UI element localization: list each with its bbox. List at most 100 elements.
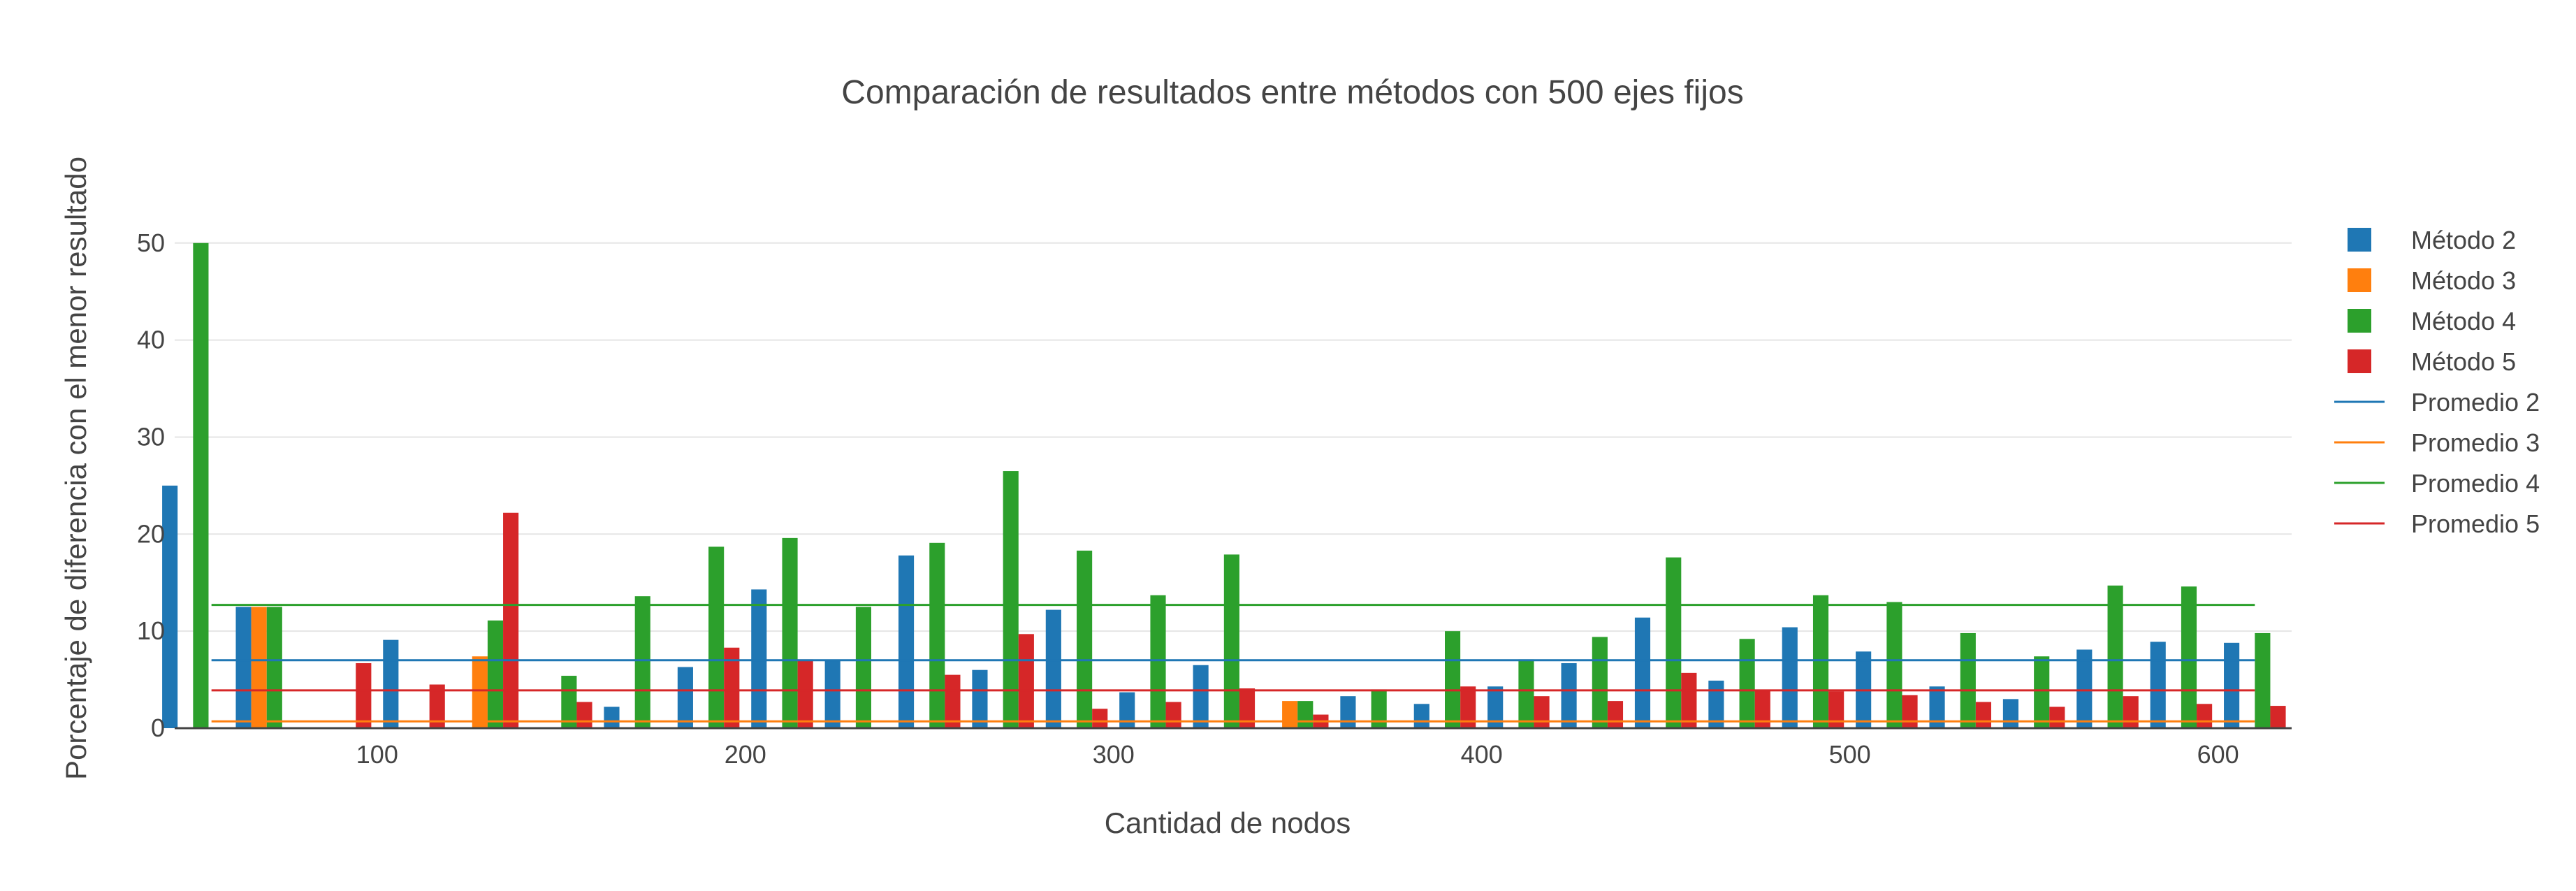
bar-m-todo-5 bbox=[356, 662, 372, 728]
bar-m-todo-2 bbox=[1193, 665, 1209, 728]
bar-m-todo-2 bbox=[1561, 662, 1577, 728]
bar-m-todo-4 bbox=[2107, 585, 2123, 728]
legend-label[interactable]: Promedio 3 bbox=[2411, 428, 2540, 457]
bar-m-todo-5 bbox=[797, 659, 813, 728]
bar-m-todo-3 bbox=[1282, 701, 1298, 728]
bar-m-todo-2 bbox=[898, 555, 915, 728]
y-tick-label: 10 bbox=[137, 616, 165, 645]
bar-m-todo-4 bbox=[1003, 471, 1019, 728]
legend-swatch[interactable] bbox=[2348, 349, 2371, 373]
legend-swatch[interactable] bbox=[2348, 268, 2371, 292]
bar-m-todo-4 bbox=[782, 537, 798, 728]
bar-m-todo-4 bbox=[1960, 632, 1976, 728]
x-tick-label: 100 bbox=[356, 740, 398, 769]
bar-m-todo-4 bbox=[2255, 632, 2271, 728]
legend-swatch[interactable] bbox=[2348, 228, 2371, 252]
bar-m-todo-2 bbox=[1413, 704, 1429, 728]
bar-m-todo-4 bbox=[1812, 595, 1829, 728]
bar-m-todo-2 bbox=[1045, 609, 1061, 728]
bar-m-todo-5 bbox=[2049, 707, 2065, 728]
bar-m-todo-5 bbox=[429, 684, 445, 728]
bar-m-todo-2 bbox=[751, 589, 767, 728]
legend-label[interactable]: Promedio 4 bbox=[2411, 469, 2540, 498]
legend-swatch[interactable] bbox=[2348, 309, 2371, 333]
bar-m-todo-4 bbox=[929, 542, 945, 728]
bar-m-todo-4 bbox=[266, 607, 282, 728]
bar-m-todo-2 bbox=[1340, 696, 1356, 728]
bar-m-todo-4 bbox=[855, 607, 872, 728]
bar-m-todo-5 bbox=[1681, 672, 1697, 728]
bar-m-todo-5 bbox=[1092, 709, 1108, 728]
bar-m-todo-2 bbox=[677, 667, 693, 728]
bar-m-todo-5 bbox=[2123, 696, 2139, 728]
bar-m-todo-2 bbox=[604, 707, 620, 728]
average-lines bbox=[211, 604, 2255, 723]
bar-m-todo-3 bbox=[472, 656, 488, 728]
legend-label[interactable]: Promedio 2 bbox=[2411, 388, 2540, 416]
bar-m-todo-3 bbox=[251, 607, 267, 728]
bar-m-todo-4 bbox=[1886, 602, 1902, 728]
bar-m-todo-5 bbox=[1460, 686, 1476, 728]
bar-m-todo-2 bbox=[1708, 680, 1724, 728]
y-tick-label: 40 bbox=[137, 326, 165, 354]
bar-m-todo-5 bbox=[2270, 706, 2286, 728]
bar-m-todo-5 bbox=[1607, 701, 1624, 728]
bar-m-todo-2 bbox=[2224, 642, 2240, 728]
axes: 0 10 20 30 40 50 100 200 300 400 500 600 bbox=[137, 229, 2292, 769]
bar-m-todo-2 bbox=[1119, 692, 1135, 728]
legend-label[interactable]: Promedio 5 bbox=[2411, 509, 2540, 538]
bar-m-todo-5 bbox=[503, 512, 519, 728]
bar-m-todo-2 bbox=[824, 660, 841, 728]
bar-m-todo-4 bbox=[193, 242, 209, 728]
x-tick-label: 400 bbox=[1461, 740, 1503, 769]
bar-m-todo-4 bbox=[487, 620, 504, 728]
legend-label[interactable]: Método 3 bbox=[2411, 266, 2516, 295]
x-axis-title: Cantidad de nodos bbox=[1105, 806, 1351, 839]
bar-m-todo-2 bbox=[2002, 699, 2018, 728]
legend-label[interactable]: Método 4 bbox=[2411, 307, 2516, 335]
bar-m-todo-5 bbox=[945, 674, 961, 728]
x-tick-label: 200 bbox=[725, 740, 766, 769]
legend-label[interactable]: Método 2 bbox=[2411, 226, 2516, 254]
bar-m-todo-5 bbox=[1754, 690, 1770, 728]
bar-m-todo-2 bbox=[972, 669, 988, 728]
chart-title: Comparación de resultados entre métodos … bbox=[841, 74, 1743, 111]
bar-m-todo-5 bbox=[1828, 691, 1844, 728]
bar-m-todo-2 bbox=[162, 485, 178, 728]
bar-m-todo-4 bbox=[1518, 659, 1534, 728]
bar-m-todo-5 bbox=[724, 647, 740, 728]
bar-m-todo-5 bbox=[1902, 695, 1918, 728]
bar-m-todo-4 bbox=[1371, 689, 1387, 728]
bar-m-todo-4 bbox=[1666, 557, 1682, 728]
bar-m-todo-2 bbox=[235, 607, 252, 728]
bar-m-todo-2 bbox=[1929, 686, 1945, 728]
legend-label[interactable]: Método 5 bbox=[2411, 347, 2516, 376]
y-tick-label: 30 bbox=[137, 422, 165, 451]
bar-m-todo-5 bbox=[1975, 702, 1992, 728]
bar-m-todo-2 bbox=[1634, 617, 1651, 728]
bar-m-todo-5 bbox=[1534, 696, 1550, 728]
bar-m-todo-2 bbox=[2076, 649, 2093, 728]
bar-m-todo-4 bbox=[708, 546, 725, 728]
bar-m-todo-4 bbox=[634, 596, 650, 728]
bar-m-todo-4 bbox=[1739, 639, 1755, 728]
bar-m-todo-4 bbox=[1223, 554, 1239, 728]
bar-m-todo-5 bbox=[1239, 688, 1256, 728]
y-axis-title: Porcentaje de diferencia con el menor re… bbox=[59, 157, 92, 780]
bar-m-todo-4 bbox=[1077, 550, 1093, 728]
legend: Método 2 Método 3 Método 4 Método 5 Promedio… bbox=[2334, 226, 2540, 538]
bar-m-todo-4 bbox=[1150, 595, 1166, 728]
bar-m-todo-2 bbox=[1487, 686, 1504, 728]
bar-m-todo-5 bbox=[1165, 702, 1181, 728]
y-tick-label: 0 bbox=[151, 713, 165, 742]
x-tick-label: 300 bbox=[1093, 740, 1135, 769]
bar-m-todo-4 bbox=[1297, 701, 1314, 728]
bar-m-todo-5 bbox=[1018, 634, 1034, 728]
y-tick-label: 20 bbox=[137, 519, 165, 548]
bar-m-todo-2 bbox=[1782, 627, 1798, 728]
bar-m-todo-4 bbox=[561, 676, 577, 728]
x-tick-label: 600 bbox=[2197, 740, 2239, 769]
bar-m-todo-4 bbox=[2181, 586, 2197, 728]
